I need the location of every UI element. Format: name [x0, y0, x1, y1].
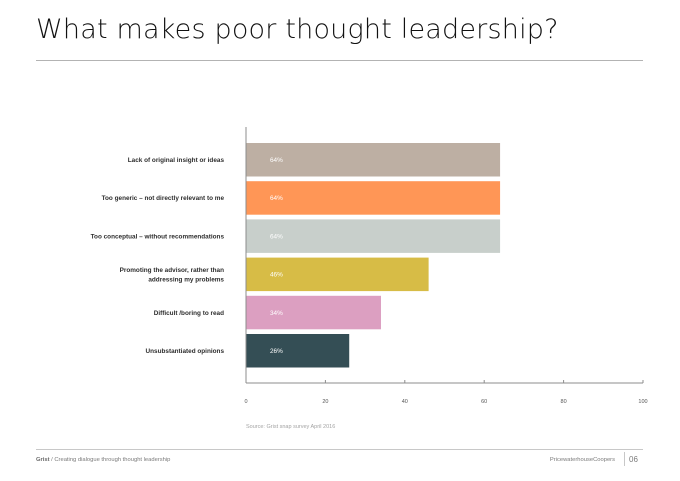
- footer-divider: [36, 449, 643, 450]
- bar-value-label: 46%: [270, 272, 283, 279]
- footer-separator: [624, 452, 625, 466]
- source-note: Source: Grist snap survey April 2016: [246, 424, 336, 430]
- category-label: Promoting the advisor, rather than: [120, 267, 224, 274]
- bar: [246, 143, 501, 177]
- footer-left: Grist / Creating dialogue through though…: [36, 457, 170, 463]
- category-label: Difficult /boring to read: [154, 310, 224, 317]
- bar-value-label: 26%: [270, 348, 283, 355]
- bars-layer: 64% 64% 64% 46% 34% 26%: [246, 143, 501, 368]
- category-labels: Lack of original insight or ideas Too gen…: [91, 157, 225, 355]
- bar: [246, 295, 381, 330]
- axis-layer: 0 20 40 60 80 100: [244, 127, 648, 405]
- x-tick-label: 60: [481, 399, 487, 405]
- bar-value-label: 64%: [270, 195, 283, 202]
- category-label: Too generic – not directly relevant to m…: [102, 195, 225, 202]
- footer-company: PricewaterhouseCoopers: [549, 457, 615, 463]
- bar: [246, 334, 350, 368]
- bar: [246, 219, 501, 253]
- x-tick-label: 20: [322, 399, 328, 405]
- category-label: Lack of original insight or ideas: [128, 157, 225, 164]
- footer-tagline: / Creating dialogue through thought lead…: [49, 457, 171, 463]
- category-label: Unsubstantiated opinions: [146, 348, 225, 355]
- category-label: addressing my problems: [148, 276, 224, 283]
- bar: [246, 257, 429, 292]
- bar-value-label: 64%: [270, 233, 283, 240]
- x-tick-label: 100: [638, 399, 647, 405]
- page-number: 06: [629, 455, 638, 464]
- footer-brand: Grist: [36, 457, 50, 463]
- page-title: What makes poor thought leadership?: [36, 14, 559, 45]
- bar: [246, 181, 501, 215]
- category-label: Too conceptual – without recommendations: [91, 233, 225, 240]
- bar-value-label: 34%: [270, 310, 283, 317]
- title-divider: [36, 60, 643, 61]
- x-tick-label: 0: [244, 399, 247, 405]
- x-tick-label: 40: [402, 399, 408, 405]
- bar-value-label: 64%: [270, 157, 283, 164]
- x-tick-label: 80: [561, 399, 567, 405]
